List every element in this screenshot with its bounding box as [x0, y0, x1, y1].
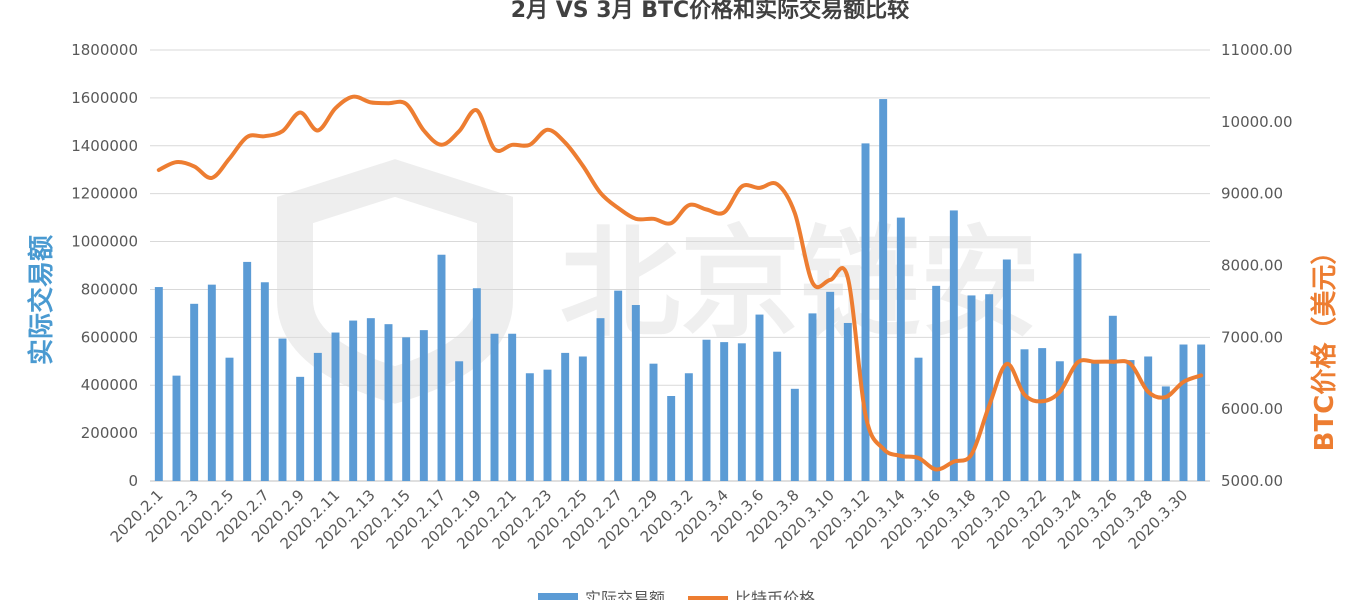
- bar: [260, 282, 269, 481]
- bar: [384, 324, 393, 481]
- bar: [1108, 315, 1117, 481]
- bar: [278, 338, 287, 481]
- left-tick-label: 0: [128, 472, 138, 490]
- bar: [773, 351, 782, 481]
- left-tick-label: 1600000: [71, 89, 138, 107]
- bar: [1002, 259, 1011, 481]
- bar: [296, 376, 305, 481]
- bar: [985, 294, 994, 481]
- bar: [578, 356, 587, 481]
- bar: [720, 342, 729, 481]
- right-tick-label: 9000.00: [1221, 185, 1283, 203]
- bar: [596, 318, 605, 481]
- bar: [737, 343, 746, 481]
- bar: [879, 99, 888, 481]
- bar: [667, 395, 676, 481]
- left-tick-label: 600000: [81, 328, 138, 346]
- left-axis-ticks: 0 200000 400000 600000 800000 1000000 1200000 1…: [71, 41, 138, 490]
- line-series: [156, 94, 1204, 472]
- bar: [1020, 349, 1029, 481]
- bar: [508, 333, 517, 481]
- bar: [1161, 386, 1170, 481]
- right-tick-label: 7000.00: [1221, 328, 1283, 346]
- bar: [349, 320, 358, 481]
- left-tick-label: 1000000: [71, 233, 138, 251]
- bar: [1144, 356, 1153, 481]
- legend: 实际交易额 比特币价格: [538, 589, 815, 600]
- bar: [932, 285, 941, 481]
- bar: [861, 143, 870, 481]
- bar: [967, 295, 976, 481]
- chart-title: 2月 VS 3月 BTC价格和实际交易额比较: [511, 0, 909, 23]
- right-tick-label: 8000.00: [1221, 257, 1283, 275]
- x-axis-ticks: 2020.2.12020.2.32020.2.52020.2.72020.2.9…: [107, 486, 1192, 553]
- bar: [525, 373, 534, 481]
- bar: [1038, 348, 1047, 481]
- left-axis-label: 实际交易额: [26, 235, 57, 365]
- bar: [702, 339, 711, 481]
- legend-bar-swatch: [538, 593, 578, 600]
- bar: [843, 322, 852, 481]
- bar: [331, 332, 340, 481]
- bar: [543, 369, 552, 481]
- bar: [1091, 362, 1100, 481]
- bar: [190, 303, 199, 481]
- right-tick-label: 6000.00: [1221, 400, 1283, 418]
- gridlines: [150, 49, 1210, 482]
- bar: [755, 314, 764, 481]
- right-axis-label: BTC价格（美元）: [1309, 239, 1340, 452]
- bar: [561, 352, 570, 481]
- bar: [1126, 360, 1135, 481]
- bar: [313, 352, 322, 481]
- bar: [826, 291, 835, 481]
- legend-line-label: 比特币价格: [735, 589, 815, 600]
- bar: [631, 305, 640, 481]
- bar: [914, 357, 923, 481]
- price-line: [156, 94, 1204, 472]
- bar: [949, 210, 958, 481]
- bar: [896, 217, 905, 481]
- right-tick-label: 10000.00: [1221, 113, 1293, 131]
- bar: [207, 284, 216, 481]
- bar: [649, 363, 658, 481]
- bar: [490, 333, 499, 481]
- bar: [172, 375, 181, 481]
- bar: [154, 287, 163, 481]
- left-tick-label: 200000: [81, 424, 138, 442]
- bar: [243, 261, 252, 481]
- watermark-shield-icon: [277, 159, 513, 404]
- bar: [1055, 361, 1064, 481]
- left-tick-label: 1400000: [71, 137, 138, 155]
- right-axis-ticks: 5000.00 6000.00 7000.00 8000.00 9000.00 10000…: [1221, 41, 1293, 490]
- right-tick-label: 5000.00: [1221, 472, 1283, 490]
- right-tick-label: 11000.00: [1221, 41, 1293, 59]
- bar: [808, 313, 817, 481]
- bar: [455, 361, 464, 481]
- left-tick-label: 800000: [81, 280, 138, 298]
- bar-series: [154, 99, 1206, 481]
- bar: [1179, 344, 1188, 481]
- left-tick-label: 1800000: [71, 41, 138, 59]
- bar: [1073, 253, 1082, 481]
- legend-bar-label: 实际交易额: [585, 589, 665, 600]
- bar: [1197, 344, 1206, 481]
- bar: [437, 254, 446, 481]
- bar: [366, 318, 375, 481]
- bar: [472, 288, 481, 481]
- bar: [225, 357, 234, 481]
- bar: [614, 290, 623, 481]
- left-tick-label: 400000: [81, 376, 138, 394]
- bar: [684, 373, 693, 481]
- bar: [419, 330, 428, 481]
- bar: [790, 388, 799, 481]
- left-tick-label: 1200000: [71, 185, 138, 203]
- bar: [402, 337, 411, 481]
